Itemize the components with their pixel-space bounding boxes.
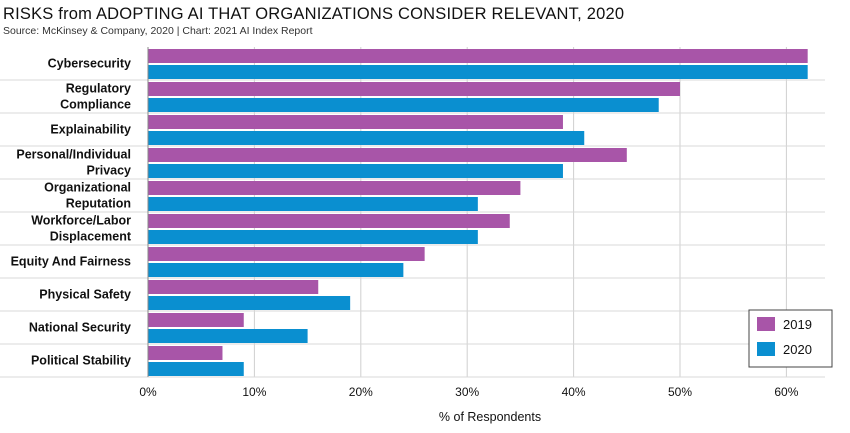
- bar-2020: [148, 164, 563, 178]
- chart-title: RISKS from ADOPTING AI THAT ORGANIZATION…: [3, 5, 625, 23]
- bar-2020: [148, 296, 351, 310]
- bar-2019: [148, 115, 563, 129]
- category-label: Compliance: [60, 98, 131, 112]
- bar-2019: [148, 280, 319, 294]
- category-label: Regulatory: [66, 82, 131, 96]
- bar-2019: [148, 313, 244, 327]
- category-label: Physical Safety: [39, 288, 131, 302]
- legend-label-2019: 2019: [783, 317, 812, 332]
- x-tick-label: 40%: [562, 385, 586, 399]
- x-tick-label: 30%: [455, 385, 479, 399]
- chart-subtitle: Source: McKinsey & Company, 2020 | Chart…: [3, 25, 313, 37]
- category-label: Political Stability: [31, 354, 131, 368]
- bar-2019: [148, 214, 510, 228]
- category-label: Cybersecurity: [48, 57, 131, 71]
- category-label: Workforce/Labor: [31, 214, 131, 228]
- bar-2020: [148, 131, 585, 145]
- legend-label-2020: 2020: [783, 342, 812, 357]
- legend-swatch-2020: [757, 342, 775, 356]
- bar-2020: [148, 329, 308, 343]
- x-axis-label: % of Respondents: [439, 410, 541, 424]
- bar-2019: [148, 82, 680, 96]
- category-label: National Security: [29, 321, 131, 335]
- x-tick-label: 50%: [668, 385, 692, 399]
- bar-2020: [148, 230, 478, 244]
- category-label: Privacy: [87, 164, 132, 178]
- category-label: Personal/Individual: [16, 148, 131, 162]
- x-tick-label: 10%: [242, 385, 266, 399]
- x-tick-label: 60%: [774, 385, 798, 399]
- bar-2019: [148, 49, 808, 63]
- bar-2020: [148, 263, 404, 277]
- x-tick-label: 0%: [139, 385, 157, 399]
- x-tick-label: 20%: [349, 385, 373, 399]
- bar-2019: [148, 346, 223, 360]
- category-label: Explainability: [50, 123, 131, 137]
- legend-swatch-2019: [757, 317, 775, 331]
- bar-2020: [148, 65, 808, 79]
- bar-2020: [148, 98, 659, 112]
- bar-2020: [148, 197, 478, 211]
- bar-2019: [148, 148, 627, 162]
- bar-2019: [148, 247, 425, 261]
- category-label: Organizational: [44, 181, 131, 195]
- bar-2020: [148, 362, 244, 376]
- category-label: Displacement: [50, 230, 132, 244]
- bar-2019: [148, 181, 521, 195]
- category-label: Reputation: [66, 197, 131, 211]
- category-label: Equity And Fairness: [11, 255, 131, 269]
